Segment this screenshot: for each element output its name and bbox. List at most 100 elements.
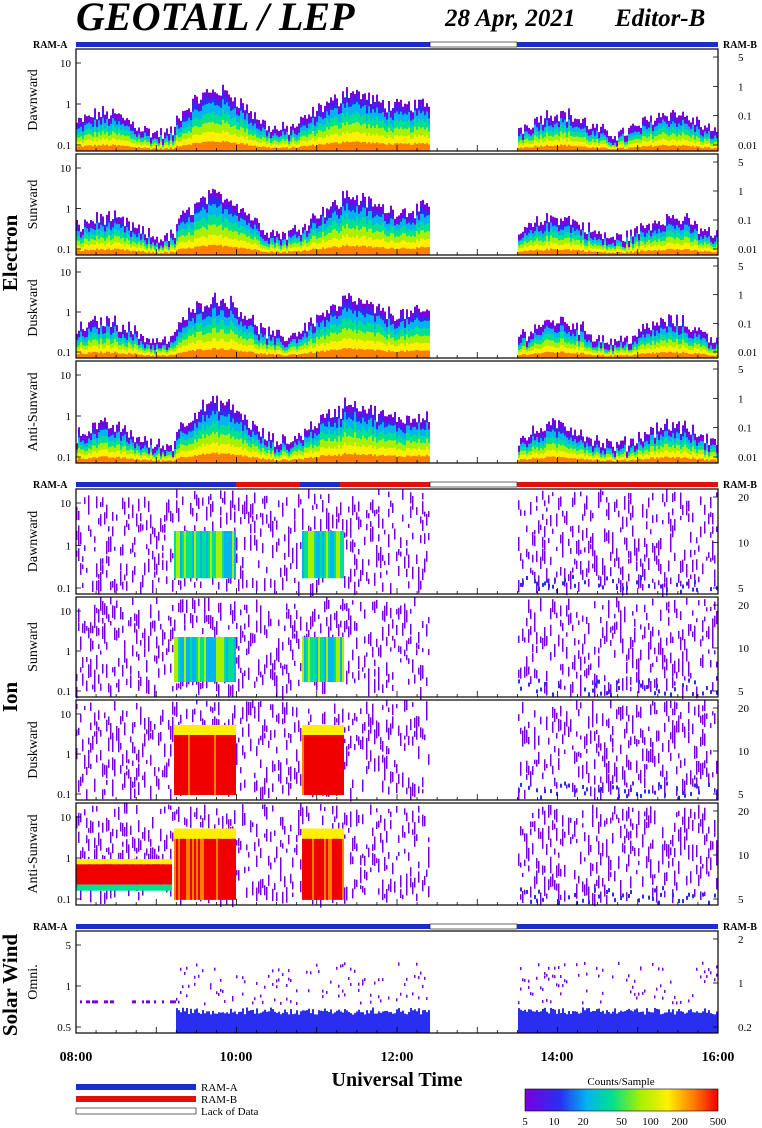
- heat-cell: [164, 148, 166, 152]
- heat-cell: [298, 346, 300, 351]
- ram-b-label-electron: RAM-B: [723, 40, 757, 51]
- heat-cell: [144, 246, 146, 250]
- heat-cell: [348, 201, 350, 211]
- heat-cell: [90, 220, 92, 227]
- heat-cell: [132, 334, 134, 341]
- heat-cell: [156, 349, 158, 353]
- heat-cell: [152, 345, 154, 349]
- heat-cell: [420, 205, 422, 215]
- heat-cell: [132, 143, 134, 148]
- heat-cell: [200, 197, 202, 204]
- heat-cell: [644, 126, 646, 132]
- heat-cell: [330, 349, 332, 359]
- heat-cell: [620, 147, 622, 152]
- heat-cell: [652, 124, 654, 131]
- heat-cell: [422, 135, 424, 144]
- heat-cell: [364, 217, 366, 228]
- heat-cell: [596, 233, 598, 240]
- heat-cell: [78, 141, 80, 147]
- heat-cell: [626, 244, 628, 249]
- heat-cell: [128, 336, 130, 343]
- heat-cell: [116, 236, 118, 244]
- heat-cell: [414, 110, 416, 119]
- heat-cell: [186, 228, 188, 236]
- heat-cell: [284, 247, 286, 252]
- heat-cell: [314, 215, 316, 222]
- heat-cell: [256, 335, 258, 341]
- heat-cell: [142, 355, 144, 359]
- heat-cell: [86, 228, 88, 235]
- heat-cell: [584, 127, 586, 133]
- heat-cell: [338, 121, 340, 130]
- heat-cell: [404, 247, 406, 256]
- heat-cell: [190, 321, 192, 330]
- heat-cell: [162, 251, 164, 254]
- heat-cell: [280, 347, 282, 352]
- heat-cell: [186, 345, 188, 353]
- heat-cell: [148, 141, 150, 146]
- heat-cell: [286, 345, 288, 349]
- heat-cell: [232, 224, 234, 233]
- heat-cell: [306, 118, 308, 125]
- heat-cell: [156, 136, 158, 140]
- heat-cell: [410, 120, 412, 128]
- heat-cell: [648, 230, 650, 236]
- heat-cell: [324, 105, 326, 112]
- heat-cell: [130, 353, 132, 359]
- heat-cell: [594, 240, 596, 245]
- heat-cell: [88, 139, 90, 146]
- heat-cell: [628, 144, 630, 149]
- heat-cell: [96, 352, 98, 359]
- heat-cell: [352, 246, 354, 256]
- heat-cell: [524, 131, 526, 137]
- heat-cell: [176, 349, 178, 355]
- heat-cell: [96, 131, 98, 138]
- heat-cell: [210, 205, 212, 217]
- heat-cell: [650, 127, 652, 135]
- heat-cell: [236, 319, 238, 328]
- heat-cell: [258, 124, 260, 130]
- heat-cell: [282, 135, 284, 140]
- heat-cell: [206, 325, 208, 334]
- heat-cell: [166, 343, 168, 350]
- heat-cell: [578, 123, 580, 129]
- heat-cell: [234, 246, 236, 256]
- heat-cell: [90, 342, 92, 348]
- heat-cell: [100, 218, 102, 226]
- heat-cell: [224, 132, 226, 143]
- heat-cell: [568, 125, 570, 133]
- heat-cell: [360, 220, 362, 230]
- heat-cell: [336, 133, 338, 143]
- heat-cell: [122, 334, 124, 340]
- heat-cell: [400, 213, 402, 220]
- heat-cell: [190, 328, 192, 337]
- heat-cell: [290, 248, 292, 253]
- heat-cell: [150, 354, 152, 357]
- heat-cell: [598, 142, 600, 147]
- heat-cell: [656, 140, 658, 147]
- heat-cell: [122, 237, 124, 245]
- heat-cell: [242, 128, 244, 137]
- heat-cell: [84, 140, 86, 147]
- heat-cell: [212, 188, 214, 195]
- heat-cell: [528, 140, 530, 145]
- heat-cell: [330, 332, 332, 342]
- heat-cell: [236, 129, 238, 137]
- heat-cell: [644, 233, 646, 238]
- heat-cell: [338, 208, 340, 215]
- heat-cell: [324, 111, 326, 119]
- heat-cell: [276, 247, 278, 252]
- heat-cell: [538, 225, 540, 232]
- heat-cell: [398, 242, 400, 250]
- heat-cell: [342, 191, 344, 198]
- heat-cell: [566, 237, 568, 245]
- heat-cell: [318, 326, 320, 334]
- heat-cell: [110, 145, 112, 152]
- figure-editor: Editor-B: [614, 5, 705, 32]
- heat-cell: [548, 118, 550, 125]
- heat-cell: [330, 109, 332, 119]
- heat-cell: [168, 341, 170, 348]
- heat-cell: [318, 339, 320, 347]
- heat-cell: [262, 245, 264, 250]
- heat-cell: [276, 235, 278, 241]
